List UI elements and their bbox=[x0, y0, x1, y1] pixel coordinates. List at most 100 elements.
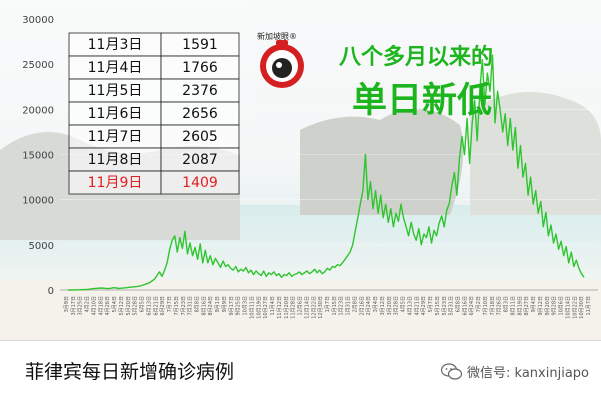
y-tick-label: 0 bbox=[48, 286, 54, 297]
x-axis: 3月9日 3月17日 3月25日 4月2日 4月10日 4月18日 4月26日 5月4日 5月1… bbox=[64, 296, 592, 319]
x-tick-label: 4月10日 bbox=[91, 296, 97, 316]
y-tick-label: 10000 bbox=[22, 196, 54, 207]
x-tick-label: 6月24日 bbox=[469, 296, 475, 316]
x-tick-label: 11月4日 bbox=[270, 296, 276, 316]
x-tick-label: 4月26日 bbox=[105, 296, 111, 316]
table-value: 1766 bbox=[182, 60, 218, 76]
x-tick-label: 5月20日 bbox=[126, 296, 132, 316]
x-tick-label: 9月12日 bbox=[538, 296, 544, 316]
table-date: 11月5日 bbox=[88, 83, 143, 99]
x-tick-label: 3月28日 bbox=[394, 296, 400, 316]
x-tick-label: 5月31日 bbox=[449, 296, 455, 316]
x-tick-label: 10月11日 bbox=[249, 296, 255, 319]
y-tick-label: 15000 bbox=[22, 151, 54, 162]
x-tick-label: 9月17日 bbox=[229, 296, 235, 316]
headline-line2: 单日新低 bbox=[352, 81, 492, 121]
x-tick-label: 9月20日 bbox=[545, 296, 551, 316]
x-tick-label: 10月19日 bbox=[256, 296, 262, 319]
x-tick-label: 2月24日 bbox=[366, 296, 372, 316]
x-tick-label: 6月5日 bbox=[140, 296, 146, 312]
x-tick-label: 11月12日 bbox=[277, 296, 283, 319]
x-tick-label: 8月19日 bbox=[517, 296, 523, 316]
x-tick-label: 12月6日 bbox=[298, 296, 304, 316]
table-value: 1591 bbox=[182, 37, 218, 53]
camera-eye-logo-icon bbox=[260, 40, 304, 88]
table-date: 11月6日 bbox=[88, 106, 143, 122]
x-tick-label: 10月3日 bbox=[243, 296, 249, 316]
x-tick-label: 10月6日 bbox=[559, 296, 565, 316]
x-tick-label: 7月18日 bbox=[490, 296, 496, 316]
x-tick-label: 10月30日 bbox=[579, 296, 585, 319]
x-tick-label: 7月31日 bbox=[188, 296, 194, 316]
table-value: 2656 bbox=[182, 106, 218, 122]
x-tick-label: 9月1日 bbox=[215, 296, 221, 312]
table-value: 1409 bbox=[182, 175, 218, 191]
x-tick-label: 5月23日 bbox=[442, 296, 448, 316]
x-tick-label: 4月18日 bbox=[98, 296, 104, 316]
x-tick-label: 11月28日 bbox=[291, 296, 297, 319]
table-date: 11月7日 bbox=[88, 129, 143, 145]
wechat-icon bbox=[441, 362, 463, 380]
x-tick-label: 4月5日 bbox=[401, 296, 407, 312]
x-tick-label: 5月15日 bbox=[435, 296, 441, 316]
x-tick-label: 9月25日 bbox=[236, 296, 242, 316]
data-table: 11月3日 1591 11月4日 1766 11月5日 2376 11月6日 2656 11月7… bbox=[68, 32, 240, 195]
table-date: 11月8日 bbox=[88, 152, 143, 168]
x-tick-label: 10月22日 bbox=[572, 296, 578, 319]
x-tick-label: 6月29日 bbox=[160, 296, 166, 316]
x-tick-label: 9月9日 bbox=[222, 296, 228, 312]
y-axis: 0 5000 10000 15000 20000 25000 30000 bbox=[22, 15, 54, 297]
x-tick-label: 7月7日 bbox=[167, 296, 173, 312]
x-tick-label: 3月17日 bbox=[71, 296, 77, 316]
x-tick-label: 5月4日 bbox=[112, 296, 118, 312]
table-row: 11月7日 2605 bbox=[68, 124, 240, 149]
x-tick-label: 7月23日 bbox=[181, 296, 187, 316]
x-tick-label: 9月4日 bbox=[531, 296, 537, 312]
x-tick-label: 5月7日 bbox=[428, 296, 434, 312]
x-tick-label: 6月13日 bbox=[146, 296, 152, 316]
headline-line1: 八个多月以来的 bbox=[339, 44, 493, 70]
x-tick-label: 1月7日 bbox=[325, 296, 331, 312]
x-tick-label: 2月16日 bbox=[359, 296, 365, 316]
table-value: 2605 bbox=[182, 129, 218, 145]
table-row: 11月9日 1409 bbox=[68, 170, 240, 195]
x-tick-label: 9月28日 bbox=[552, 296, 558, 316]
x-tick-label: 8月24日 bbox=[208, 296, 214, 316]
logo: 新加坡眼® bbox=[257, 31, 304, 88]
x-tick-label: 5月12日 bbox=[119, 296, 125, 316]
x-tick-label: 7月2日 bbox=[476, 296, 482, 312]
table-row: 11月6日 2656 bbox=[68, 101, 240, 126]
x-tick-label: 3月9日 bbox=[64, 296, 70, 312]
x-tick-label: 4月2日 bbox=[85, 296, 91, 312]
wechat-label: 微信号: kanxinjiapo bbox=[467, 366, 589, 381]
y-tick-label: 20000 bbox=[22, 105, 54, 116]
x-tick-label: 7月26日 bbox=[497, 296, 503, 316]
table-date: 11月3日 bbox=[88, 37, 143, 53]
caption-title: 菲律宾每日新增确诊病例 bbox=[25, 361, 235, 383]
x-tick-label: 8月11日 bbox=[510, 296, 516, 316]
x-tick-label: 7月15日 bbox=[174, 296, 180, 316]
wechat-handle: 微信号: kanxinjiapo bbox=[441, 362, 589, 381]
table-row: 11月4日 1766 bbox=[68, 55, 240, 80]
x-tick-label: 2月8日 bbox=[352, 296, 358, 312]
x-tick-label: 3月4日 bbox=[373, 296, 379, 312]
x-tick-label: 6月16日 bbox=[462, 296, 468, 316]
table-date: 11月9日 bbox=[88, 175, 143, 191]
x-tick-label: 4月29日 bbox=[421, 296, 427, 316]
caption-bar: 菲律宾每日新增确诊病例 微信号: kanxinjiapo bbox=[0, 340, 601, 403]
table-row: 11月3日 1591 bbox=[68, 32, 240, 57]
table-value: 2376 bbox=[182, 83, 218, 99]
x-tick-label: 6月21日 bbox=[153, 296, 159, 316]
x-tick-label: 3月12日 bbox=[380, 296, 386, 316]
x-tick-label: 8月27日 bbox=[524, 296, 530, 316]
x-tick-label: 12月22日 bbox=[311, 296, 317, 319]
x-tick-label: 8月8日 bbox=[195, 296, 201, 312]
table-row: 11月8日 2087 bbox=[68, 147, 240, 172]
x-tick-label: 1月23日 bbox=[339, 296, 345, 316]
x-tick-label: 12月14日 bbox=[304, 296, 310, 319]
logo-text: 新加坡眼® bbox=[257, 31, 297, 41]
x-tick-label: 8月16日 bbox=[201, 296, 207, 316]
x-tick-label: 3月20日 bbox=[387, 296, 393, 316]
x-tick-label: 3月25日 bbox=[78, 296, 84, 316]
